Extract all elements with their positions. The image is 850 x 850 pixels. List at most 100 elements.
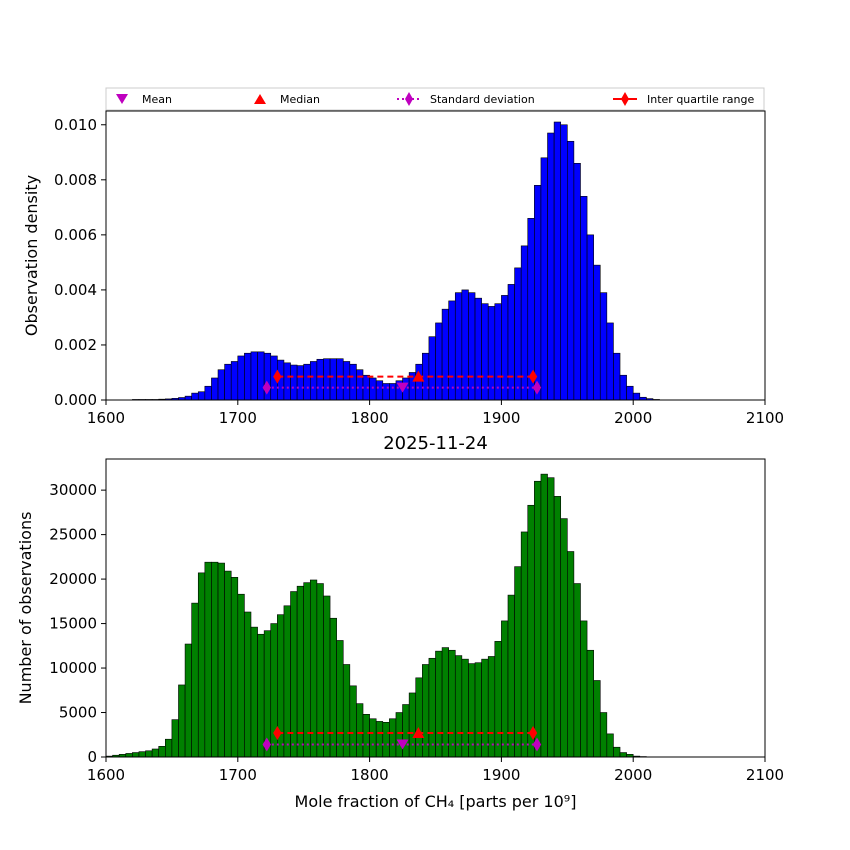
density-x-tick-label: 1800 [351, 409, 389, 427]
count-iqr-diamond [273, 725, 282, 740]
count-bar [573, 583, 581, 758]
density-bar [237, 355, 245, 401]
count-iqr-diamond [528, 725, 538, 740]
count-y-ticks: 0 5000 10000 15000 20000 25000 30000 [49, 481, 106, 766]
density-y-tick-label: 0.008 [54, 171, 97, 189]
density-bar [593, 264, 601, 401]
count-bar [560, 518, 568, 758]
density-bar [626, 385, 634, 401]
count-bar [250, 626, 258, 758]
density-bar [448, 300, 456, 401]
density-y-tick-label: 0.004 [54, 281, 97, 299]
density-bar [329, 358, 337, 401]
legend-mean-label: Mean [142, 93, 172, 106]
count-y-tick-label: 0 [87, 748, 97, 766]
count-axes: 2025-11-24 1600 1700 1800 1900 2000 2100 0 500… [16, 433, 784, 811]
count-bar [553, 496, 562, 758]
legend-mean: Mean [116, 93, 172, 106]
count-bar [375, 721, 384, 758]
count-bar [593, 680, 601, 758]
density-bar [454, 292, 463, 401]
density-bar [217, 369, 225, 401]
density-bar [560, 124, 568, 401]
density-bar [580, 196, 588, 401]
density-bar [461, 289, 469, 401]
count-bar [428, 657, 436, 758]
std-marker-icon [405, 92, 413, 106]
count-y-tick-label: 20000 [49, 570, 97, 588]
count-bar [224, 570, 232, 758]
density-y-ticks: 0.000 0.002 0.004 0.006 0.008 0.010 [54, 116, 106, 409]
count-bar [501, 620, 509, 758]
count-bar [138, 751, 146, 758]
count-bar [422, 664, 430, 758]
count-x-axis-label: Mole fraction of CH₄ [parts per 10⁹] [295, 792, 577, 811]
count-bar [204, 561, 212, 758]
density-bar [632, 392, 641, 401]
count-bar [415, 677, 423, 758]
count-x-tick-label: 1700 [219, 766, 257, 784]
density-bar [481, 303, 489, 401]
count-x-tick-label: 2100 [746, 766, 784, 784]
density-bar [514, 267, 522, 401]
density-bar [507, 284, 515, 401]
density-bar [204, 385, 212, 401]
count-bar [494, 641, 502, 758]
count-bar [606, 733, 614, 758]
count-median-marker [412, 726, 425, 738]
count-bar [619, 752, 627, 758]
density-iqr-diamond [528, 369, 538, 384]
count-plot-frame [105, 458, 766, 758]
density-bar [342, 361, 351, 401]
density-bar [323, 358, 331, 401]
count-y-tick-label: 5000 [59, 704, 97, 722]
count-x-tick-label: 1900 [482, 766, 520, 784]
density-bar [428, 336, 436, 401]
density-bar [573, 162, 581, 401]
density-bar [553, 121, 562, 401]
count-bars [105, 473, 647, 758]
density-bar [283, 362, 291, 401]
count-bar [178, 684, 186, 758]
count-bar [158, 746, 166, 758]
count-bar [474, 662, 482, 758]
density-bar [257, 351, 265, 401]
count-bar [586, 649, 594, 758]
count-bar [547, 477, 555, 758]
density-bar [389, 383, 397, 401]
density-bar [349, 363, 357, 401]
count-bar [395, 712, 403, 758]
density-bar [501, 295, 509, 401]
iqr-marker-icon [621, 92, 629, 106]
density-bar [336, 358, 344, 401]
density-y-axis-label: Observation density [22, 175, 41, 336]
count-bar [389, 718, 397, 758]
legend-frame [105, 87, 765, 111]
density-bar [547, 132, 555, 401]
density-bar [290, 364, 298, 401]
count-bar [237, 593, 245, 758]
density-iqr-diamond [273, 369, 282, 384]
count-bar [520, 531, 529, 758]
count-bar [514, 566, 522, 758]
density-bar [316, 358, 324, 401]
density-axes: 1600 1700 1800 1900 2000 2100 0.000 0.002 0.004… [22, 110, 784, 427]
count-bar [448, 649, 456, 758]
count-std-diamond [532, 737, 542, 752]
count-bar [402, 704, 410, 758]
count-y-tick-label: 30000 [49, 481, 97, 499]
density-y-tick-label: 0.010 [54, 116, 97, 134]
count-bar [580, 620, 588, 758]
legend-std-label: Standard deviation [430, 93, 535, 106]
count-bar [244, 611, 252, 758]
density-x-tick-label: 1900 [482, 409, 520, 427]
density-bar [619, 374, 627, 401]
density-bar [606, 322, 614, 401]
density-std-diamond [262, 380, 271, 395]
count-std-diamond [262, 737, 271, 752]
density-x-tick-label: 2100 [746, 409, 784, 427]
count-bar [342, 664, 351, 758]
count-bar [329, 617, 337, 758]
count-y-tick-label: 15000 [49, 615, 97, 633]
density-bar [356, 369, 364, 401]
